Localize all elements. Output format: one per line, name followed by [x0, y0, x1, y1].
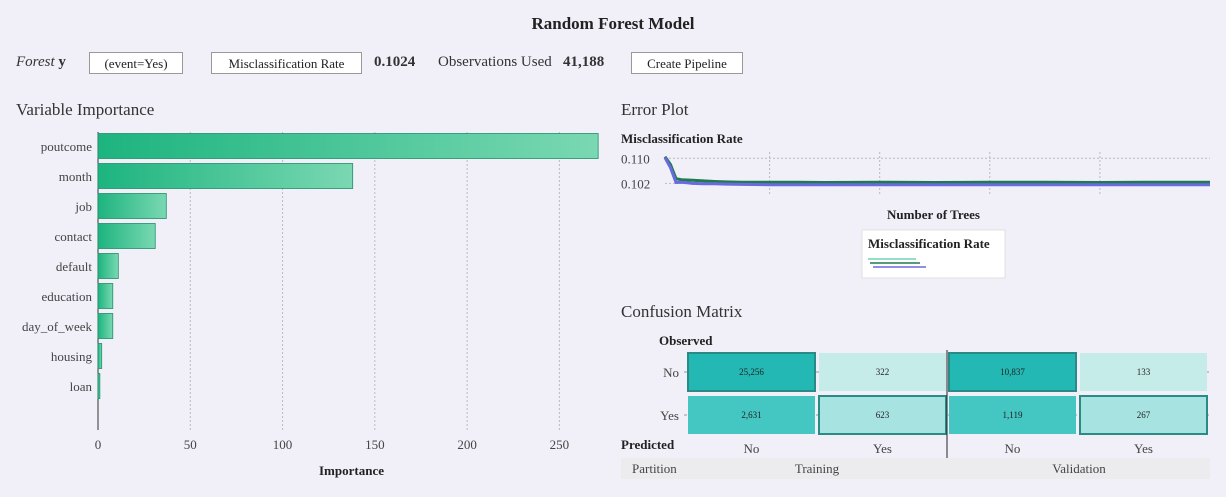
cm-cell-value: 133: [1137, 367, 1151, 377]
cm-cell[interactable]: [1080, 353, 1207, 391]
page-title: Random Forest Model: [531, 14, 695, 33]
cm-partition-validation: Validation: [1052, 461, 1106, 476]
metric-value: 0.1024: [374, 54, 416, 70]
cm-col-label: No: [1005, 441, 1021, 456]
vi-category-label: job: [74, 199, 92, 214]
vi-bar-day_of_week[interactable]: [97, 313, 114, 339]
cm-partition-training: Training: [795, 461, 840, 476]
cm-cell-value: 2,631: [741, 410, 761, 420]
cm-observed-label: Observed: [659, 333, 713, 348]
cm-cell[interactable]: [819, 353, 946, 391]
metric-selector-button[interactable]: Misclassification Rate: [211, 52, 362, 74]
cm-cell[interactable]: [1079, 395, 1208, 435]
variable-importance-title: Variable Importance: [16, 100, 155, 119]
error-plot-y-title: Misclassification Rate: [621, 131, 743, 146]
cm-partition-label: Partition: [632, 461, 677, 476]
variable-importance-chart: 0 50 100 150 200 250 poutcome month job contact de…: [22, 132, 599, 478]
cm-col-label: Yes: [873, 441, 892, 456]
error-line-training[interactable]: [663, 155, 1210, 185]
cm-cell[interactable]: [687, 352, 816, 392]
forest-label-text: Forest: [16, 54, 55, 70]
vi-category-label: poutcome: [41, 139, 92, 154]
cm-cell[interactable]: [688, 396, 815, 434]
error-plot-title: Error Plot: [621, 100, 689, 119]
vi-bar-housing[interactable]: [97, 343, 103, 369]
vi-bar-default[interactable]: [97, 253, 119, 279]
vi-category-label: education: [41, 289, 92, 304]
error-plot-x-title: Number of Trees: [887, 207, 980, 222]
cm-cell-value: 267: [1137, 410, 1151, 420]
cm-col-label: No: [744, 441, 760, 456]
model-toolbar: Forest y (event=Yes) Misclassification R…: [0, 52, 1226, 78]
confusion-matrix-chart: Observed No 25,256 322 10,837 133 Yes 2,631 623 1…: [621, 333, 1212, 479]
create-pipeline-button[interactable]: Create Pipeline: [631, 52, 743, 74]
vi-x-tick-label: 100: [273, 437, 293, 452]
cm-cell-value: 623: [876, 410, 890, 420]
error-plot-legend: Misclassification Rate: [861, 229, 1006, 279]
confusion-matrix-title: Confusion Matrix: [621, 302, 743, 321]
vi-x-tick-label: 0: [95, 437, 102, 452]
vi-x-tick-label: 200: [457, 437, 477, 452]
cm-cell-value: 25,256: [739, 367, 764, 377]
observations-value: 41,188: [563, 54, 605, 70]
event-button[interactable]: (event=Yes): [89, 52, 183, 74]
vi-category-label: month: [59, 169, 93, 184]
observations-label: Observations Used: [438, 54, 552, 70]
vi-category-label: default: [56, 259, 92, 274]
vi-bar-loan[interactable]: [97, 373, 101, 399]
vi-category-label: contact: [54, 229, 92, 244]
legend-box: [861, 229, 1006, 279]
vi-x-tick-label: 250: [550, 437, 570, 452]
cm-cell-value: 322: [876, 367, 890, 377]
error-line-validation[interactable]: [663, 156, 1210, 187]
vi-x-tick-label: 50: [184, 437, 197, 452]
cm-cell-value: 10,837: [1000, 367, 1025, 377]
vi-bar-month[interactable]: [97, 163, 354, 189]
legend-title: Misclassification Rate: [868, 236, 990, 251]
vi-bar-education[interactable]: [97, 283, 114, 309]
error-y-tick-label: 0.110: [621, 151, 650, 166]
cm-cell[interactable]: [948, 352, 1077, 392]
cm-cell[interactable]: [949, 396, 1076, 434]
vi-category-label: loan: [70, 379, 93, 394]
vi-category-label: day_of_week: [22, 319, 93, 334]
cm-row-label: No: [663, 365, 679, 380]
cm-col-label: Yes: [1134, 441, 1153, 456]
vi-x-tick-label: 150: [365, 437, 385, 452]
cm-predicted-label: Predicted: [621, 437, 675, 452]
vi-bar-poutcome[interactable]: [97, 133, 599, 159]
error-y-tick-label: 0.102: [621, 176, 650, 191]
cm-partition-band: [621, 458, 1210, 479]
vi-bar-contact[interactable]: [97, 223, 156, 249]
cm-row-label: Yes: [660, 408, 679, 423]
vi-x-axis-title: Importance: [319, 463, 384, 478]
target-variable[interactable]: y: [58, 54, 66, 70]
cm-cell-value: 1,119: [1003, 410, 1023, 420]
forest-label: Forest y: [16, 54, 66, 71]
cm-cell[interactable]: [818, 395, 947, 435]
vi-category-label: housing: [51, 349, 93, 364]
error-plot-chart: Misclassification Rate 0.110 0.102 Number o…: [621, 131, 1210, 279]
vi-bar-job[interactable]: [97, 193, 167, 219]
